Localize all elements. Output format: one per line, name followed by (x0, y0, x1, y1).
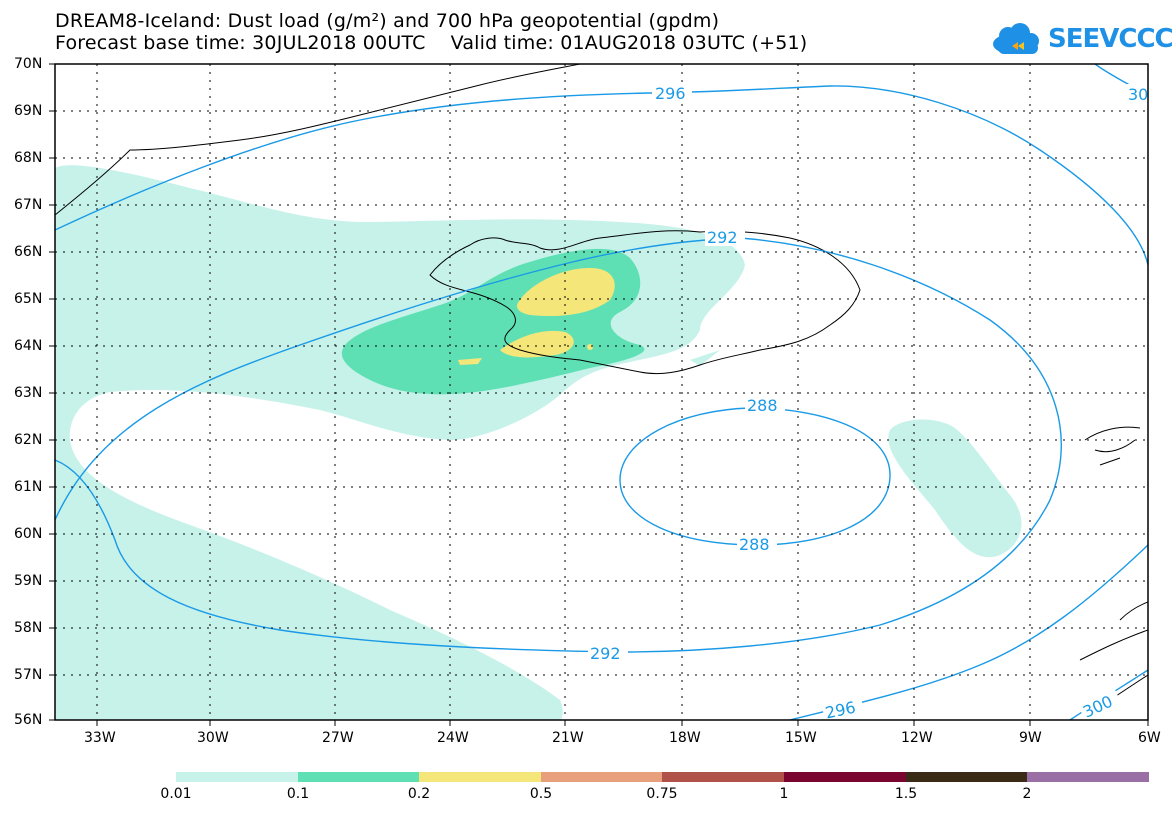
legend-label: 0.5 (529, 786, 553, 802)
cloud-icon (993, 23, 1039, 54)
lon-label: 21W (552, 730, 584, 746)
legend-swatch (419, 772, 541, 782)
dust-shade-0.2 (458, 268, 615, 365)
legend-label: 1.5 (894, 786, 918, 802)
seevccc-logo (993, 23, 1039, 54)
contour-label: 292 (590, 644, 621, 663)
lon-label: 12W (901, 730, 933, 746)
lat-label: 66N (14, 244, 43, 260)
lon-label: 9W (1019, 730, 1042, 746)
lon-label: 15W (785, 730, 817, 746)
legend-label: 1 (779, 786, 789, 802)
map-subtitle-times: Forecast base time: 30JUL2018 00UTC Vali… (55, 32, 808, 54)
legend-swatch (176, 772, 298, 782)
map-frame (54, 63, 1149, 721)
lat-label: 62N (14, 432, 43, 448)
lat-label: 65N (14, 291, 43, 307)
legend-label: 0.75 (646, 786, 678, 802)
lat-label: 56N (14, 712, 43, 728)
lat-label: 68N (14, 150, 43, 166)
lat-label: 67N (14, 197, 43, 213)
lat-label: 69N (14, 103, 43, 119)
lat-label: 64N (14, 338, 43, 354)
contour-label: 30 (1128, 85, 1148, 104)
legend-swatch (1027, 772, 1149, 782)
lon-label: 24W (437, 730, 469, 746)
lon-label: 30W (197, 730, 229, 746)
lat-label: 60N (14, 526, 43, 542)
contour-label: 288 (739, 535, 770, 554)
legend-label: 0.1 (286, 786, 310, 802)
contour-label: 292 (707, 228, 738, 247)
lon-label: 33W (84, 730, 116, 746)
dust-shade-0.01 (55, 165, 1022, 720)
lon-label: 6W (1138, 730, 1161, 746)
contour-label: 288 (747, 396, 778, 415)
legend-swatch (298, 772, 419, 782)
legend-swatch (662, 772, 784, 782)
legend-label: 0.2 (407, 786, 431, 802)
map-title: DREAM8-Iceland: Dust load (g/m²) and 700… (55, 10, 720, 32)
lon-label: 18W (669, 730, 701, 746)
lat-label: 59N (14, 573, 43, 589)
lat-label: 57N (14, 667, 43, 683)
lat-label: 58N (14, 620, 43, 636)
lon-label: 27W (322, 730, 354, 746)
legend-label: 0.01 (160, 786, 192, 802)
contour-label: 296 (824, 698, 858, 723)
coastline (55, 64, 1148, 701)
legend-swatch (784, 772, 906, 782)
lat-label: 61N (14, 479, 43, 495)
lat-label: 70N (14, 56, 43, 72)
gridlines (55, 64, 1148, 720)
logo-text: SEEVCCC (1048, 24, 1174, 54)
lat-label: 63N (14, 385, 43, 401)
legend-swatch (906, 772, 1027, 782)
legend-label: 2 (1022, 786, 1032, 802)
contour-label: 296 (655, 84, 686, 103)
legend-swatch (541, 772, 662, 782)
